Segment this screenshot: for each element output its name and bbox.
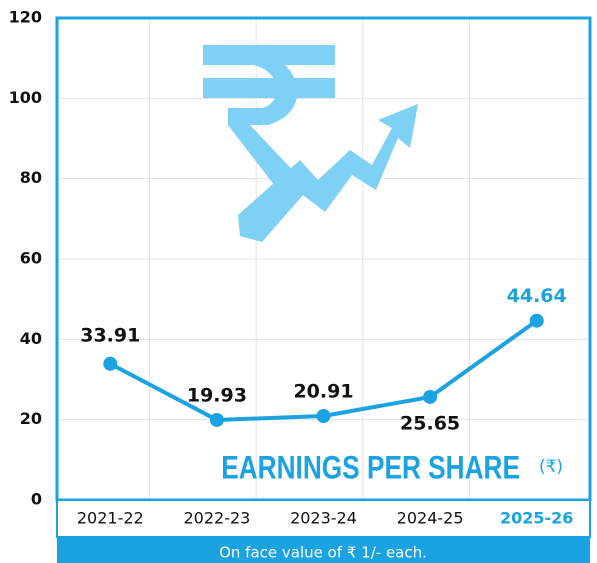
chart-title: EARNINGS PER SHARE	[221, 451, 520, 486]
y-tick-label: 80	[20, 168, 42, 187]
y-tick-label: 20	[20, 409, 42, 428]
data-label: 33.91	[80, 324, 140, 346]
footnote: On face value of ₹ 1/- each.	[219, 544, 427, 562]
y-tick-label: 100	[9, 88, 42, 107]
data-point	[316, 409, 331, 424]
y-tick-label: 60	[20, 249, 42, 268]
data-point	[103, 356, 118, 371]
rupee-growth-icon	[203, 45, 418, 242]
y-tick-label: 120	[9, 8, 42, 27]
x-tick-label: 2023-24	[290, 509, 357, 528]
data-label: 20.91	[293, 381, 353, 403]
data-point	[529, 313, 544, 328]
data-label: 25.65	[400, 412, 460, 434]
x-tick-label: 2025-26	[500, 509, 573, 528]
x-tick-label: 2021-22	[77, 509, 144, 528]
category-row	[56, 499, 591, 538]
y-tick-label: 0	[31, 490, 42, 509]
unit-label: (₹)	[539, 457, 563, 477]
x-tick-label: 2022-23	[183, 509, 250, 528]
y-tick-label: 40	[20, 329, 42, 348]
series-line	[109, 319, 538, 422]
data-point	[209, 412, 224, 427]
data-label: 19.93	[187, 384, 247, 406]
x-tick-label: 2024-25	[397, 509, 464, 528]
data-label: 44.64	[507, 285, 567, 307]
data-point	[423, 389, 438, 404]
footnote-bar	[57, 537, 590, 563]
